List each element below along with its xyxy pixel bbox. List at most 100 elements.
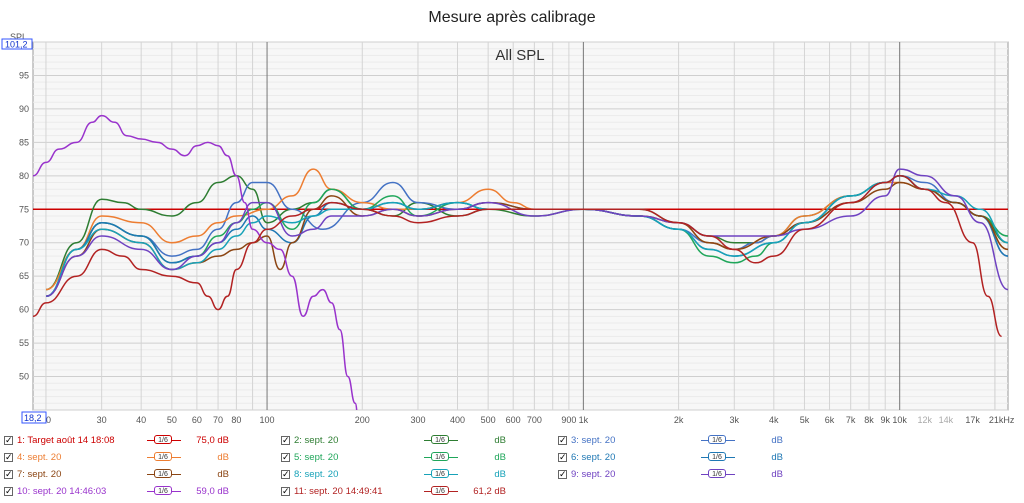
x-tick-label: 400: [450, 415, 465, 425]
y-tick-label: 80: [19, 171, 29, 181]
y-tick-label: 70: [19, 238, 29, 248]
x-tick-label: 500: [481, 415, 496, 425]
smoothing-swatch[interactable]: 1/6: [147, 485, 181, 497]
x-tick-label: 600: [506, 415, 521, 425]
x-tick-label: 21kHz: [989, 415, 1015, 425]
smoothing-swatch[interactable]: 1/6: [424, 434, 458, 446]
legend-item-8[interactable]: ✓ 8: sept. 20 1/6 dB: [281, 466, 506, 482]
smoothing-label: 1/6: [431, 468, 449, 478]
y-tick-label: 75: [19, 204, 29, 214]
x-readout-box[interactable]: [21, 411, 47, 424]
legend-value: dB: [771, 451, 783, 463]
legend-item-9[interactable]: ✓ 9: sept. 20 1/6 dB: [558, 466, 783, 482]
legend-value: dB: [494, 468, 506, 480]
x-tick-label: 50: [167, 415, 177, 425]
legend-value: dB: [494, 451, 506, 463]
x-tick-label: 5k: [800, 415, 810, 425]
legend-label: 9: sept. 20: [571, 468, 616, 480]
legend-value: 59,0 dB: [196, 485, 229, 497]
legend-item-3[interactable]: ✓ 3: sept. 20 1/6 dB: [558, 432, 783, 448]
legend-checkbox[interactable]: ✓: [4, 486, 13, 497]
legend-label: 10: sept. 20 14:46:03: [17, 485, 107, 497]
legend-checkbox[interactable]: ✓: [558, 435, 567, 446]
y-readout-box[interactable]: [1, 38, 33, 50]
legend-item-6[interactable]: ✓ 6: sept. 20 1/6 dB: [558, 449, 783, 465]
legend-label: 6: sept. 20: [571, 451, 616, 463]
legend-item-2[interactable]: ✓ 2: sept. 20 1/6 dB: [281, 432, 506, 448]
x-tick-label: 900: [561, 415, 576, 425]
y-tick-label: 50: [19, 372, 29, 382]
x-tick-label: 700: [527, 415, 542, 425]
legend-label: 8: sept. 20: [294, 468, 339, 480]
legend-value: dB: [494, 434, 506, 446]
chart: Mesure après calibrage 100 95 90 85 80 75 70 65…: [1, 9, 1015, 425]
x-tick-label: 10k: [892, 415, 907, 425]
legend-item-10[interactable]: ✓ 10: sept. 20 14:46:03 1/6 59,0 dB: [4, 483, 229, 499]
series-line-9: [45, 168, 1008, 298]
chart-title: Mesure après calibrage: [428, 9, 595, 26]
smoothing-swatch[interactable]: 1/6: [147, 451, 181, 463]
chart-subtitle: All SPL: [495, 47, 544, 64]
legend: ✓ 1: Target août 14 18:08 1/6 75,0 dB ✓ 2: se…: [0, 432, 1024, 503]
y-tick-label: 90: [19, 104, 29, 114]
legend-item-11[interactable]: ✓ 11: sept. 20 14:49:41 1/6 61,2 dB: [281, 483, 506, 499]
legend-item-5[interactable]: ✓ 5: sept. 20 1/6 dB: [281, 449, 506, 465]
smoothing-label: 1/6: [154, 434, 172, 444]
legend-label: 4: sept. 20: [17, 451, 62, 463]
legend-checkbox[interactable]: ✓: [281, 486, 290, 497]
x-tick-label: 30: [97, 415, 107, 425]
x-tick-label: 4k: [769, 415, 779, 425]
smoothing-swatch[interactable]: 1/6: [701, 451, 735, 463]
x-tick-label: 6k: [825, 415, 835, 425]
legend-label: 3: sept. 20: [571, 434, 616, 446]
grid: [33, 41, 1008, 411]
legend-value: dB: [217, 468, 229, 480]
legend-label: 1: Target août 14 18:08: [17, 434, 115, 446]
legend-checkbox[interactable]: ✓: [281, 469, 290, 480]
smoothing-label: 1/6: [154, 485, 172, 495]
legend-checkbox[interactable]: ✓: [558, 452, 567, 463]
smoothing-swatch[interactable]: 1/6: [424, 451, 458, 463]
y-tick-label: 55: [19, 338, 29, 348]
smoothing-label: 1/6: [431, 451, 449, 461]
legend-item-1[interactable]: ✓ 1: Target août 14 18:08 1/6 75,0 dB: [4, 432, 229, 448]
smoothing-label: 1/6: [154, 468, 172, 478]
x-tick-label: 3k: [730, 415, 740, 425]
legend-checkbox[interactable]: ✓: [4, 452, 13, 463]
legend-value: dB: [771, 434, 783, 446]
legend-item-7[interactable]: ✓ 7: sept. 20 1/6 dB: [4, 466, 229, 482]
legend-checkbox[interactable]: ✓: [558, 469, 567, 480]
series-group: [33, 114, 1008, 410]
x-readout: 18,2: [24, 413, 42, 423]
legend-checkbox[interactable]: ✓: [281, 452, 290, 463]
x-tick-label: 17k: [965, 415, 980, 425]
legend-value: dB: [771, 468, 783, 480]
legend-label: 11: sept. 20 14:49:41: [294, 485, 383, 497]
y-tick-label: 95: [19, 70, 29, 80]
legend-checkbox[interactable]: ✓: [4, 435, 13, 446]
y-tick-label: 60: [19, 305, 29, 315]
smoothing-label: 1/6: [154, 451, 172, 461]
smoothing-label: 1/6: [708, 451, 726, 461]
smoothing-swatch[interactable]: 1/6: [424, 485, 458, 497]
legend-checkbox[interactable]: ✓: [281, 435, 290, 446]
smoothing-swatch[interactable]: 1/6: [701, 434, 735, 446]
x-tick-label: 8k: [864, 415, 874, 425]
legend-checkbox[interactable]: ✓: [4, 469, 13, 480]
series-line-10: [33, 114, 358, 410]
legend-item-4[interactable]: ✓ 4: sept. 20 1/6 dB: [4, 449, 229, 465]
legend-value: 61,2 dB: [473, 485, 506, 497]
smoothing-label: 1/6: [431, 485, 449, 495]
smoothing-swatch[interactable]: 1/6: [424, 468, 458, 480]
smoothing-swatch[interactable]: 1/6: [147, 434, 181, 446]
legend-label: 7: sept. 20: [17, 468, 62, 480]
smoothing-swatch[interactable]: 1/6: [147, 468, 181, 480]
y-tick-label: 65: [19, 271, 29, 281]
x-tick-label: 200: [355, 415, 370, 425]
x-tick-label: 2k: [674, 415, 684, 425]
smoothing-swatch[interactable]: 1/6: [701, 468, 735, 480]
x-tick-label: 40: [136, 415, 146, 425]
x-tick-label: 14k: [939, 415, 954, 425]
x-tick-label: 70: [213, 415, 223, 425]
smoothing-label: 1/6: [708, 468, 726, 478]
